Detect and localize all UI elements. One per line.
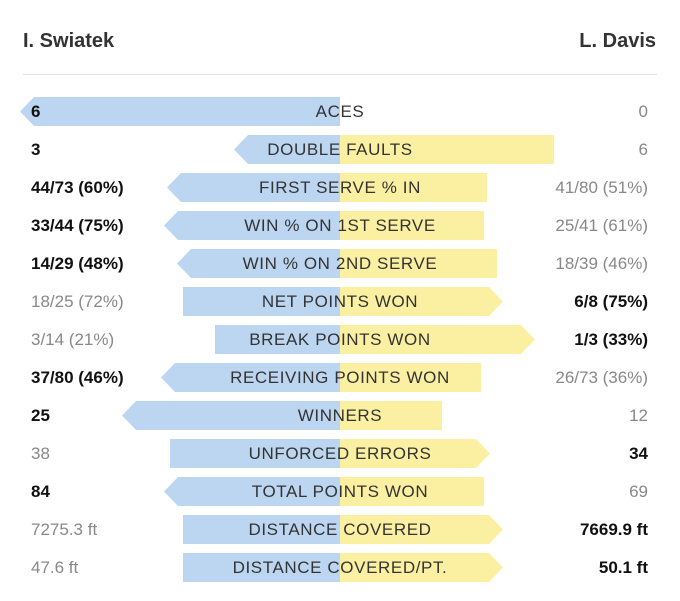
right-value: 69 xyxy=(629,482,648,501)
left-value: 47.6 ft xyxy=(31,558,79,577)
stat-label: FIRST SERVE % IN xyxy=(258,178,421,197)
right-bar xyxy=(340,211,484,240)
stat-row: 37/80 (46%) RECEIVING POINTS WON 26/73 (36… xyxy=(0,359,680,397)
left-value: 37/80 (46%) xyxy=(31,368,124,387)
right-value: 18/39 (46%) xyxy=(555,254,648,273)
right-value: 1/3 (33%) xyxy=(574,330,648,349)
stat-label: UNFORCED ERRORS xyxy=(248,444,432,463)
left-bar xyxy=(177,249,340,278)
stat-label: NET POINTS WON xyxy=(261,292,419,311)
right-bar xyxy=(340,363,481,392)
stat-label: WINNERS xyxy=(297,406,383,425)
right-bar xyxy=(340,401,442,430)
player-right-name: L. Davis xyxy=(579,30,656,52)
right-value: 6 xyxy=(638,140,648,159)
stat-label: WIN % ON 1ST SERVE xyxy=(244,216,436,235)
stat-row: 44/73 (60%) FIRST SERVE % IN 41/80 (51%) xyxy=(0,169,680,207)
right-value: 0 xyxy=(638,102,648,121)
left-value: 3/14 (21%) xyxy=(31,330,115,349)
left-value: 7275.3 ft xyxy=(31,520,98,539)
right-value: 6/8 (75%) xyxy=(574,292,648,311)
left-value: 44/73 (60%) xyxy=(31,178,124,197)
right-value: 25/41 (61%) xyxy=(555,216,648,235)
right-bar xyxy=(340,553,503,582)
right-value: 26/73 (36%) xyxy=(555,368,648,387)
stat-row: 84 TOTAL POINTS WON 69 xyxy=(0,473,680,511)
stat-label: TOTAL POINTS WON xyxy=(251,482,429,501)
right-value: 34 xyxy=(629,444,648,463)
left-bar xyxy=(215,325,340,354)
stat-label: BREAK POINTS WON xyxy=(249,330,431,349)
stat-row: 25 WINNERS 12 xyxy=(0,397,680,435)
left-value: 14/29 (48%) xyxy=(31,254,124,273)
right-bar xyxy=(340,439,490,468)
stat-label: RECEIVING POINTS WON xyxy=(230,368,450,387)
left-bar xyxy=(164,211,340,240)
right-bar xyxy=(340,249,497,278)
stat-row: 38 UNFORCED ERRORS 34 xyxy=(0,435,680,473)
right-bar xyxy=(340,515,503,544)
right-bar xyxy=(340,173,487,202)
left-value: 33/44 (75%) xyxy=(31,216,124,235)
left-bar xyxy=(161,363,340,392)
left-bar xyxy=(170,439,340,468)
left-bar xyxy=(183,515,340,544)
left-bar xyxy=(183,287,340,316)
left-bar xyxy=(167,173,340,202)
stat-label: ACES xyxy=(315,102,365,121)
stat-label: DISTANCE COVERED/PT. xyxy=(232,558,448,577)
stat-row: 18/25 (72%) NET POINTS WON 6/8 (75%) xyxy=(0,283,680,321)
right-value: 50.1 ft xyxy=(598,558,648,577)
stat-row: 6 ACES 0 xyxy=(0,93,680,131)
stat-label: DOUBLE FAULTS xyxy=(267,140,413,159)
stat-label: DISTANCE COVERED xyxy=(248,520,432,539)
left-value: 6 xyxy=(31,102,41,121)
left-value: 18/25 (72%) xyxy=(31,292,124,311)
stat-label: WIN % ON 2ND SERVE xyxy=(242,254,438,273)
left-value: 84 xyxy=(31,482,50,501)
left-bar xyxy=(164,477,340,506)
stat-row: 47.6 ft DISTANCE COVERED/PT. 50.1 ft xyxy=(0,549,680,587)
player-left-name: I. Swiatek xyxy=(23,30,115,52)
header-divider xyxy=(23,74,657,75)
left-value: 38 xyxy=(31,444,50,463)
right-bar xyxy=(340,477,484,506)
right-value: 41/80 (51%) xyxy=(555,178,648,197)
stat-row: 14/29 (48%) WIN % ON 2ND SERVE 18/39 (46%) xyxy=(0,245,680,283)
right-bar xyxy=(340,325,535,354)
right-value: 7669.9 ft xyxy=(579,520,648,539)
left-bar xyxy=(122,401,340,430)
left-bar xyxy=(20,97,340,126)
right-bar xyxy=(340,135,554,164)
right-bar xyxy=(340,287,503,316)
left-bar xyxy=(183,553,340,582)
left-value: 25 xyxy=(31,406,50,425)
right-value: 12 xyxy=(629,406,648,425)
left-value: 3 xyxy=(31,140,41,159)
left-bar xyxy=(234,135,340,164)
stat-row: 33/44 (75%) WIN % ON 1ST SERVE 25/41 (61%) xyxy=(0,207,680,245)
stat-row: 3 DOUBLE FAULTS 6 xyxy=(0,131,680,169)
stat-row: 3/14 (21%) BREAK POINTS WON 1/3 (33%) xyxy=(0,321,680,359)
stat-row: 7275.3 ft DISTANCE COVERED 7669.9 ft xyxy=(0,511,680,549)
